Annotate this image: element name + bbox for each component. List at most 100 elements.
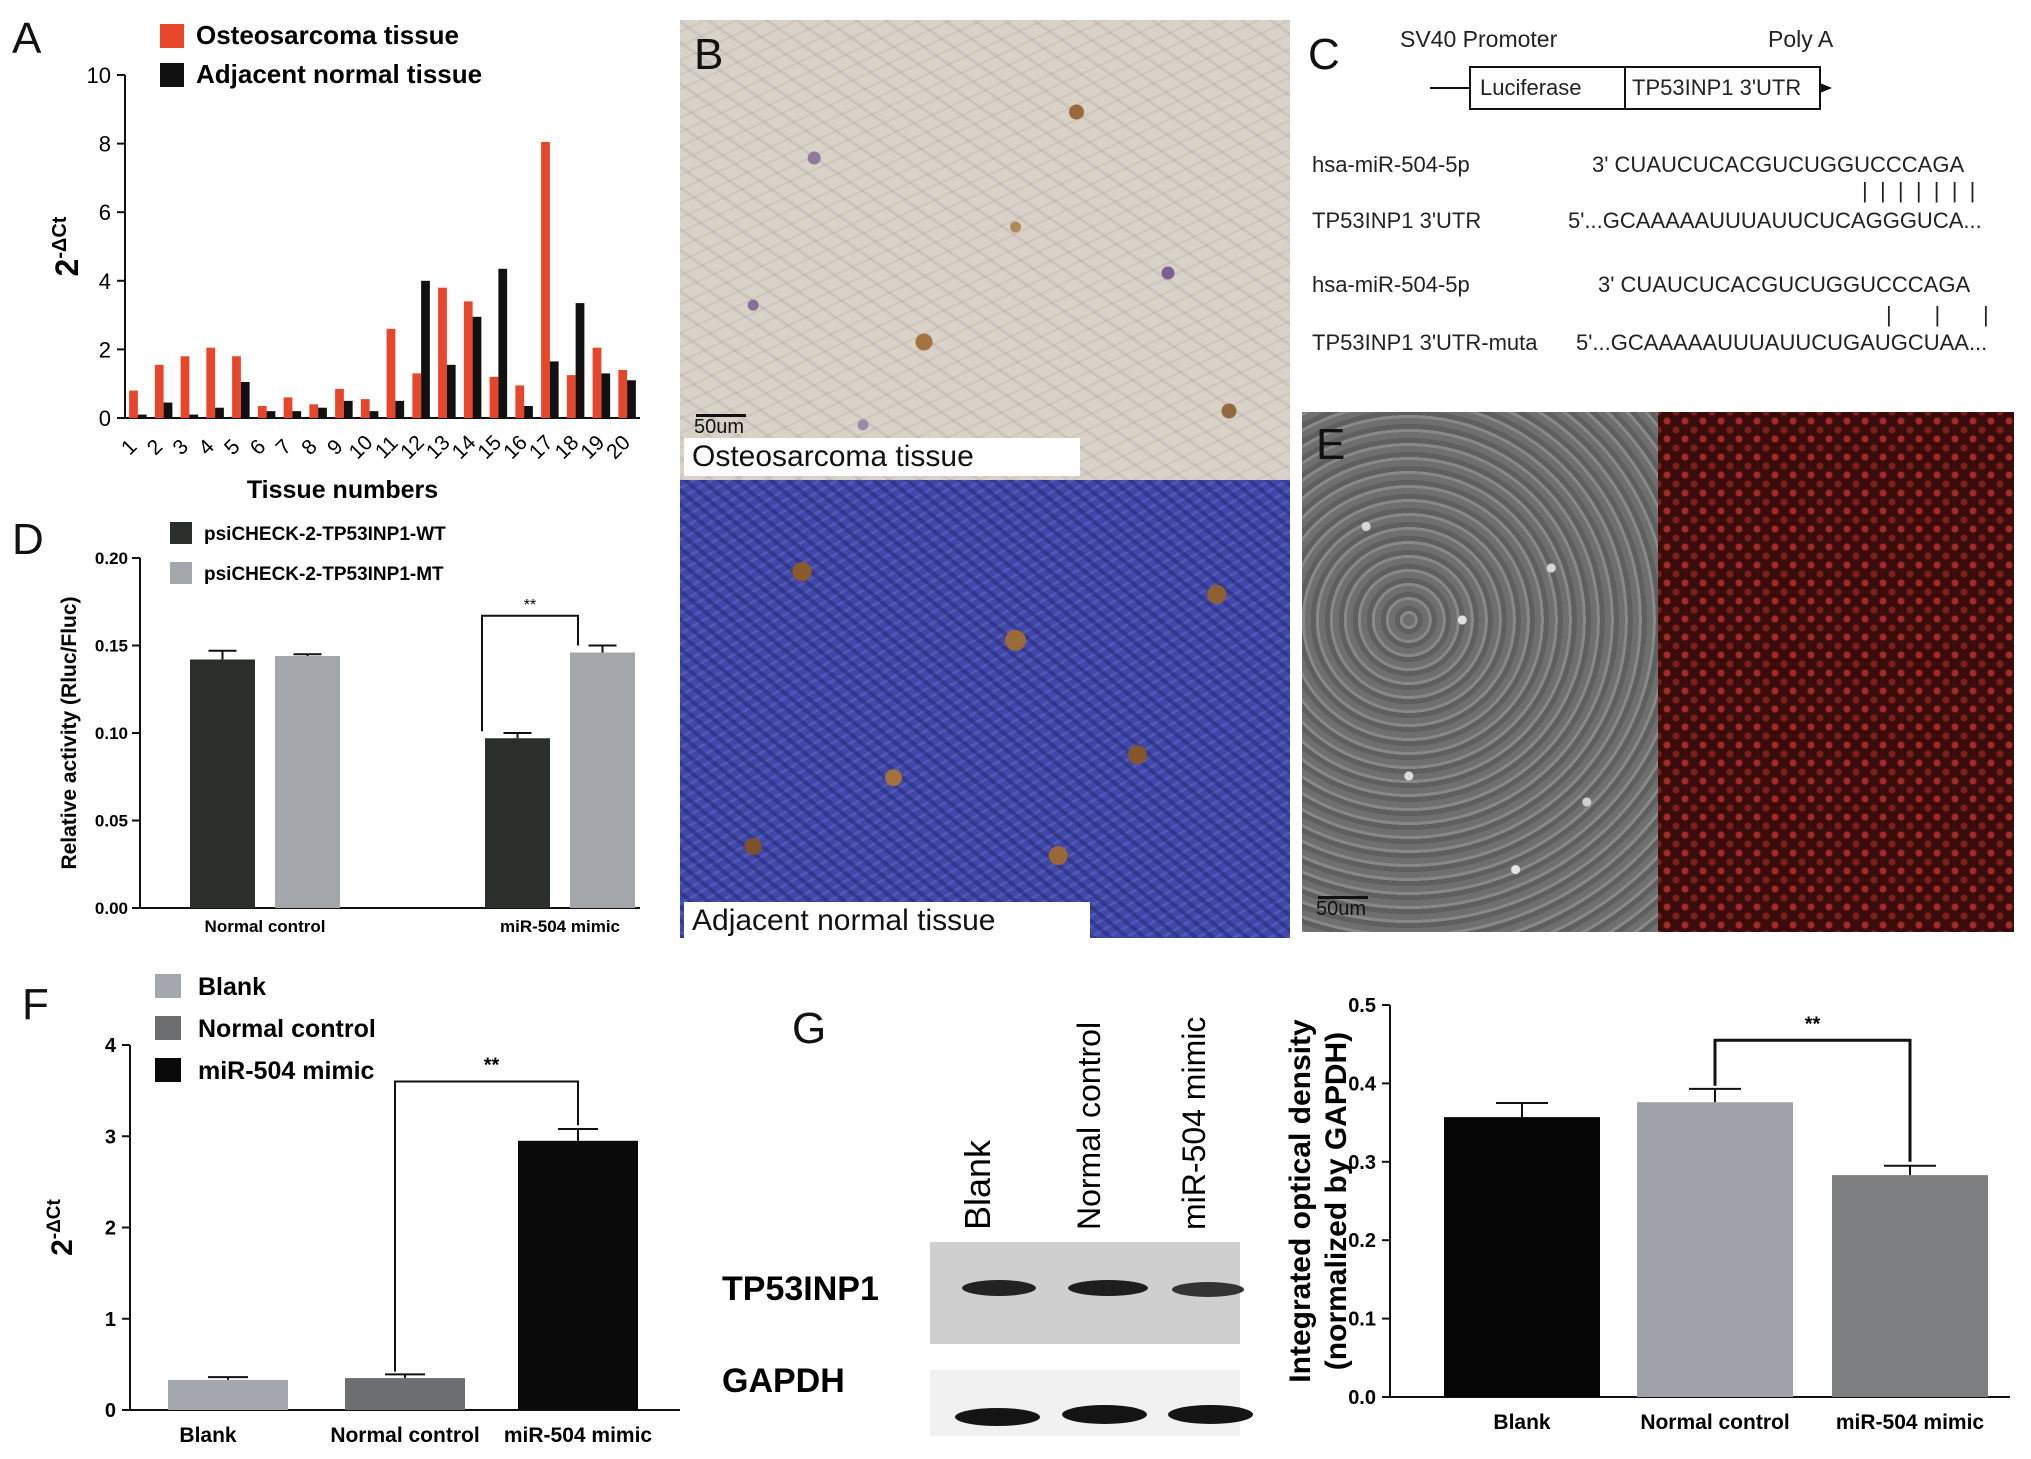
seq-4: 5'...GCAAAAAUUUAUUCUGAUGCUAA... xyxy=(1576,330,1988,355)
x-tick-label: 2 xyxy=(143,435,168,460)
bar-mir-504-mimic xyxy=(518,1140,638,1410)
bar-osteosarcoma xyxy=(206,347,216,418)
legend-swatch-blank xyxy=(155,974,181,998)
seq-name-3: hsa-miR-504-5p xyxy=(1312,272,1470,297)
panel-label-d: D xyxy=(12,515,44,564)
y-tick-label: 0.20 xyxy=(95,549,128,568)
chart-f: 0 1 2 3 4 Blank Normal control miR-504 mimic ** 2… xyxy=(44,973,680,1447)
construct-box-utr: TP53INP1 3'UTR xyxy=(1632,75,1802,100)
legend-swatch-mt xyxy=(170,562,192,584)
bar-osteosarcoma xyxy=(515,385,525,418)
panel-label-c: C xyxy=(1308,30,1340,79)
y-tick-label: 0.0 xyxy=(1348,1387,1376,1409)
legend-label-normal-control: Normal control xyxy=(198,1015,376,1043)
y-tick-label: 0.05 xyxy=(95,812,128,831)
chart-d: 0.00 0.05 0.10 0.15 0.20 Normal control miR-50… xyxy=(58,522,640,936)
blot-row-label-tp53inp1: TP53INP1 xyxy=(722,1270,879,1308)
ihc-osteosarcoma-image xyxy=(680,20,1290,480)
y-axis-label-line2: (normalized by GAPDH) xyxy=(1320,1032,1353,1370)
x-tick-label: 7 xyxy=(272,435,297,460)
construct-box-luciferase: Luciferase xyxy=(1480,75,1582,100)
x-tick-label: Blank xyxy=(1493,1411,1551,1434)
legend-swatch-mir-504-mimic xyxy=(155,1058,181,1082)
brightfield-image xyxy=(1302,412,1658,932)
scale-bar-e xyxy=(1318,896,1368,899)
band-gapdh xyxy=(1062,1405,1147,1424)
y-axis-label: 2-ΔCt xyxy=(44,1198,79,1255)
ihc-adjacent-image xyxy=(680,480,1290,938)
bar-adjacent xyxy=(446,364,456,418)
legend-label-blank: Blank xyxy=(198,973,266,1001)
bar-osteosarcoma xyxy=(154,364,164,418)
significance-bracket xyxy=(394,1080,579,1372)
x-tick-label: 1 xyxy=(117,435,142,460)
bar-adjacent xyxy=(163,402,173,418)
bar-osteosarcoma xyxy=(438,287,447,418)
fluorescence-image xyxy=(1658,412,2014,932)
bar-mt xyxy=(570,652,635,908)
bar-osteosarcoma xyxy=(309,404,319,418)
bar-osteosarcoma xyxy=(618,369,628,418)
x-tick-label: miR-504 mimic xyxy=(504,1424,653,1447)
bar-adjacent xyxy=(627,380,636,418)
legend-label-osteosarcoma: Osteosarcoma tissue xyxy=(196,20,459,50)
legend-label-mir-504-mimic: miR-504 mimic xyxy=(198,1057,375,1085)
lane-label-blank: Blank xyxy=(957,1139,998,1230)
x-tick-label: Blank xyxy=(179,1424,237,1447)
construct-polya-label: Poly A xyxy=(1768,26,1834,52)
y-tick-label: 4 xyxy=(105,1035,117,1057)
legend-swatch-normal-control xyxy=(155,1016,181,1040)
significance-bracket xyxy=(1713,1038,1912,1162)
bar-osteosarcoma xyxy=(335,388,344,418)
significance-label: ** xyxy=(524,597,536,614)
chart-g: 0.0 0.1 0.2 0.3 0.4 0.5 Blank Normal control miR… xyxy=(1284,995,2010,1434)
lane-label-normal-control: Normal control xyxy=(1071,1022,1107,1230)
bar-adjacent xyxy=(266,411,276,418)
bar-adjacent xyxy=(395,400,405,418)
panel-label-b: B xyxy=(694,30,724,79)
x-tick-label: 20 xyxy=(602,431,635,464)
y-tick-label: 1 xyxy=(105,1309,116,1331)
bar-mt xyxy=(275,656,340,908)
y-tick-label: 8 xyxy=(99,132,111,157)
bar-adjacent xyxy=(137,414,147,418)
scale-bar-label-b: 50um xyxy=(694,416,745,438)
y-tick-label: 0 xyxy=(105,1400,116,1422)
y-tick-label: 0.1 xyxy=(1348,1309,1376,1331)
y-tick-label: 6 xyxy=(99,200,111,225)
bar-adjacent xyxy=(369,411,379,418)
bar-osteosarcoma xyxy=(257,405,267,418)
panel-label-g: G xyxy=(792,1004,827,1053)
ihc-top-caption: Osteosarcoma tissue xyxy=(684,438,1080,476)
x-axis-label: Tissue numbers xyxy=(247,476,438,504)
y-axis-label: Relative activity (Rluc/Fluc) xyxy=(58,596,81,869)
legend-swatch-wt xyxy=(170,522,192,544)
band-tp53inp1 xyxy=(962,1280,1036,1296)
bar-mir-504-mimic xyxy=(1832,1175,1988,1397)
construct-diagram xyxy=(1430,66,1832,110)
scale-bar-b xyxy=(696,414,746,417)
bar-adjacent xyxy=(240,381,250,418)
y-tick-label: 0.5 xyxy=(1348,995,1376,1017)
bar-wt xyxy=(485,738,550,908)
construct-promoter-label: SV40 Promoter xyxy=(1400,26,1558,52)
y-tick-label: 3 xyxy=(105,1126,116,1148)
y-tick-label: 0 xyxy=(99,406,111,431)
blot-strip-gapdh xyxy=(930,1370,1240,1436)
bar-osteosarcoma xyxy=(129,390,138,418)
bar-osteosarcoma xyxy=(283,397,293,418)
y-tick-label: 0.3 xyxy=(1348,1152,1376,1174)
bar-osteosarcoma xyxy=(412,373,422,418)
blot-row-label-gapdh: GAPDH xyxy=(722,1362,845,1400)
scale-bar-label-e: 50um xyxy=(1316,898,1367,920)
x-tick-label: 3 xyxy=(169,435,194,460)
bar-adjacent xyxy=(549,361,559,418)
seq-name-2: TP53INP1 3'UTR xyxy=(1312,208,1482,233)
bar-adjacent xyxy=(292,411,302,418)
bar-adjacent xyxy=(421,280,430,418)
significance-label: ** xyxy=(1805,1013,1821,1035)
band-gapdh xyxy=(955,1408,1040,1426)
bar-osteosarcoma xyxy=(180,356,190,418)
x-tick-label: miR-504 mimic xyxy=(500,917,620,936)
bar-osteosarcoma xyxy=(592,347,602,418)
